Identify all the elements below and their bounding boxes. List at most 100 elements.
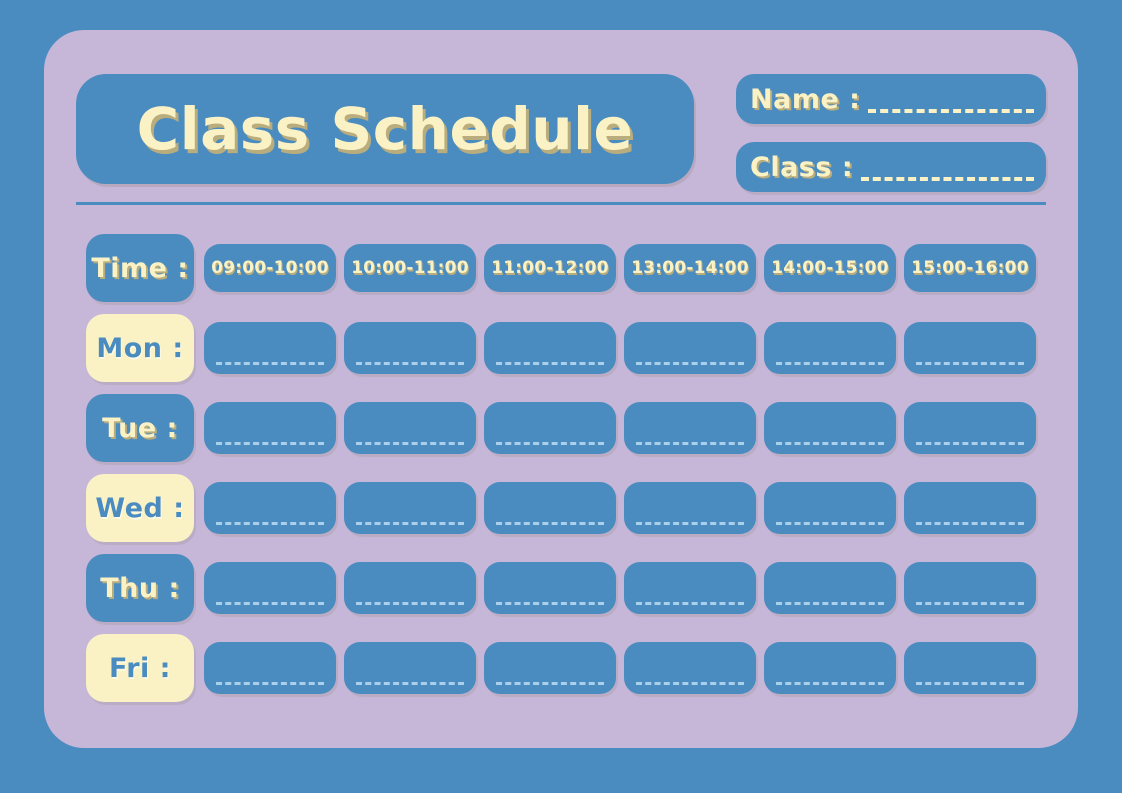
schedule-cell[interactable] [204,562,336,614]
time-header-row: Time : 09:00-10:00 10:00-11:00 11:00-12:… [86,228,1036,308]
write-line [916,522,1024,525]
write-line [776,442,884,445]
write-line [776,602,884,605]
time-slot-list: 09:00-10:00 10:00-11:00 11:00-12:00 13:0… [204,244,1036,292]
schedule-cell[interactable] [204,402,336,454]
schedule-cell[interactable] [904,642,1036,694]
schedule-cell[interactable] [484,562,616,614]
time-slot: 09:00-10:00 [204,244,336,292]
schedule-grid: Time : 09:00-10:00 10:00-11:00 11:00-12:… [86,228,1036,708]
schedule-cell[interactable] [204,322,336,374]
schedule-cell[interactable] [344,322,476,374]
day-label-mon: Mon : [86,314,194,382]
schedule-cell[interactable] [484,482,616,534]
time-slot: 14:00-15:00 [764,244,896,292]
schedule-cell[interactable] [764,322,896,374]
name-field[interactable]: Name : [736,74,1046,124]
day-row-thu: Thu : [86,548,1036,628]
write-line [356,522,464,525]
day-label-text: Thu : [100,572,180,604]
write-line [776,682,884,685]
write-line [916,682,1024,685]
write-line [356,362,464,365]
schedule-cell[interactable] [344,402,476,454]
day-cells-tue [204,402,1036,454]
schedule-cell[interactable] [484,322,616,374]
schedule-cell[interactable] [344,562,476,614]
write-line [216,522,324,525]
schedule-cell[interactable] [624,402,756,454]
time-slot-label: 11:00-12:00 [491,258,609,278]
write-line [496,362,604,365]
schedule-cell[interactable] [484,402,616,454]
write-line [356,602,464,605]
schedule-cell[interactable] [484,642,616,694]
schedule-cell[interactable] [904,482,1036,534]
write-line [216,362,324,365]
write-line [916,442,1024,445]
write-line [216,442,324,445]
write-line [916,602,1024,605]
day-label-text: Tue : [102,412,178,444]
day-cells-thu [204,562,1036,614]
name-write-line[interactable] [868,109,1034,113]
schedule-cell[interactable] [904,562,1036,614]
class-write-line[interactable] [861,177,1034,181]
write-line [216,602,324,605]
schedule-cell[interactable] [764,482,896,534]
header-divider [76,202,1046,205]
day-cells-fri [204,642,1036,694]
day-row-wed: Wed : [86,468,1036,548]
class-field[interactable]: Class : [736,142,1046,192]
schedule-cell[interactable] [764,642,896,694]
time-slot-label: 14:00-15:00 [771,258,889,278]
schedule-cell[interactable] [624,482,756,534]
header: Class Schedule Name : Class : [76,74,1046,196]
name-field-label: Name : [750,83,861,115]
day-label-thu: Thu : [86,554,194,622]
write-line [496,442,604,445]
write-line [916,362,1024,365]
write-line [636,682,744,685]
time-slot-label: 09:00-10:00 [211,258,329,278]
schedule-cell[interactable] [904,322,1036,374]
day-label-text: Wed : [95,492,185,524]
day-row-tue: Tue : [86,388,1036,468]
page-title: Class Schedule [136,95,634,163]
title-banner: Class Schedule [76,74,694,184]
write-line [356,682,464,685]
write-line [496,682,604,685]
schedule-cell[interactable] [624,562,756,614]
schedule-cell[interactable] [764,402,896,454]
day-cells-mon [204,322,1036,374]
write-line [216,682,324,685]
day-label-wed: Wed : [86,474,194,542]
write-line [356,442,464,445]
schedule-cell[interactable] [764,562,896,614]
day-label-text: Fri : [109,652,171,684]
time-header-label-text: Time : [91,252,189,284]
schedule-cell[interactable] [624,322,756,374]
schedule-cell[interactable] [624,642,756,694]
write-line [636,602,744,605]
schedule-cell[interactable] [904,402,1036,454]
schedule-cell[interactable] [204,642,336,694]
day-row-fri: Fri : [86,628,1036,708]
day-cells-wed [204,482,1036,534]
schedule-cell[interactable] [204,482,336,534]
time-slot: 10:00-11:00 [344,244,476,292]
day-label-text: Mon : [96,332,184,364]
write-line [636,362,744,365]
time-slot-label: 15:00-16:00 [911,258,1029,278]
day-label-fri: Fri : [86,634,194,702]
day-label-tue: Tue : [86,394,194,462]
write-line [776,362,884,365]
identity-fields: Name : Class : [736,74,1046,192]
schedule-cell[interactable] [344,642,476,694]
write-line [636,442,744,445]
schedule-cell[interactable] [344,482,476,534]
write-line [776,522,884,525]
time-header-label: Time : [86,234,194,302]
time-slot: 11:00-12:00 [484,244,616,292]
